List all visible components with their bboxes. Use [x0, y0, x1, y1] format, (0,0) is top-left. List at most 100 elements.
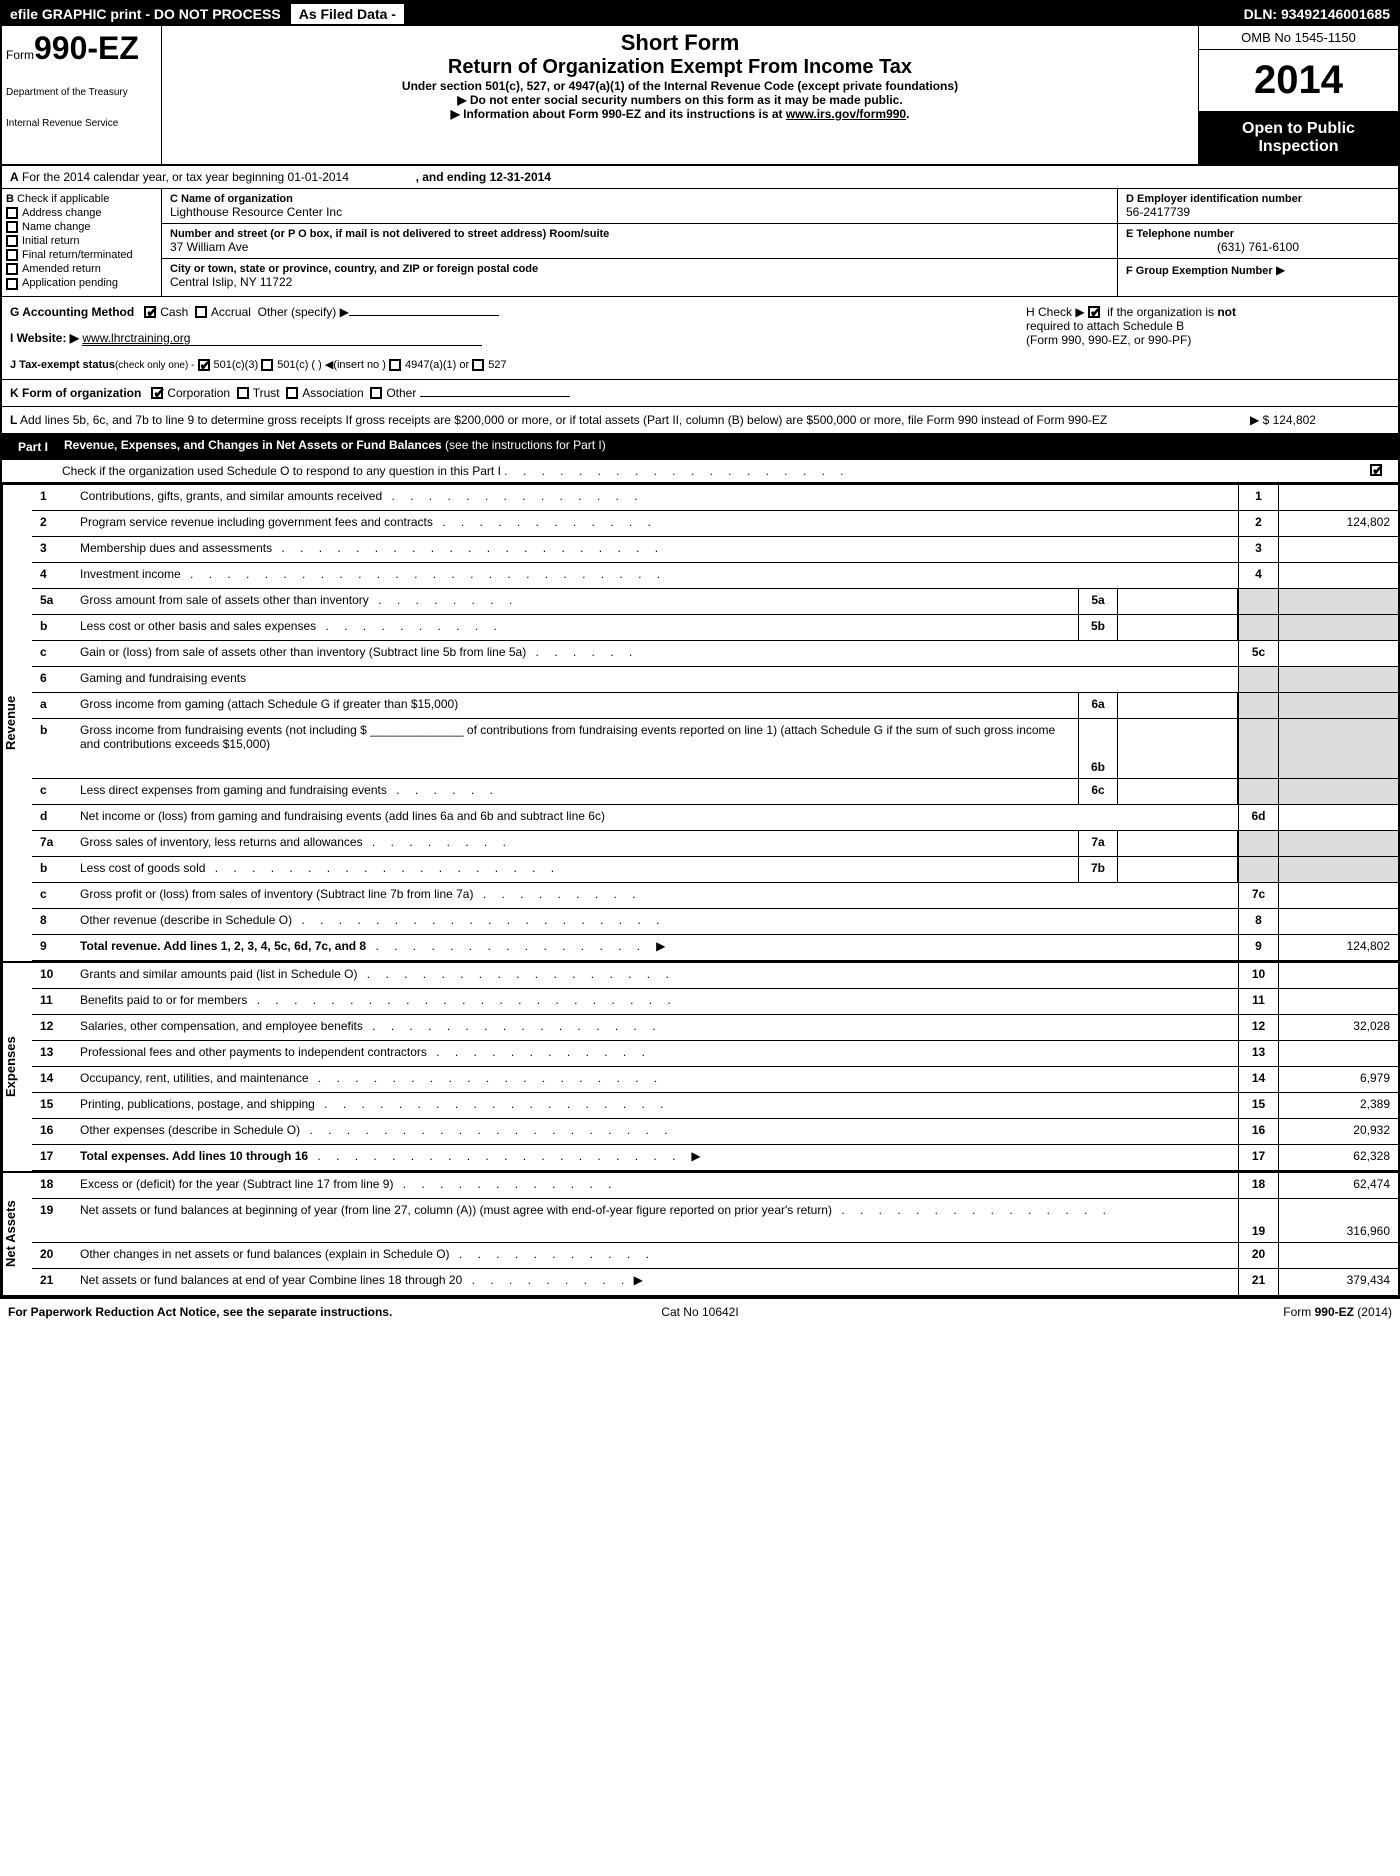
line-6b: bGross income from fundraising events (n… — [32, 719, 1398, 779]
form-prefix: Form — [6, 48, 34, 62]
end-val — [1278, 563, 1398, 588]
end-num: 2 — [1238, 511, 1278, 536]
dots: . . . . . . . . . . . . . . . . . . . . … — [272, 541, 664, 555]
line-num: b — [32, 615, 72, 640]
dots: . . . . . . . . . . . . . . . — [366, 939, 646, 953]
phone-value: (631) 761-6100 — [1126, 240, 1390, 254]
sec-b-text: Check if applicable — [17, 193, 109, 205]
mid-num: 5a — [1078, 589, 1118, 614]
end-num: 9 — [1238, 935, 1278, 960]
checkbox-trust[interactable] — [237, 387, 249, 399]
line-6: 6Gaming and fundraising events — [32, 667, 1398, 693]
row-a-text: For the 2014 calendar year, or tax year … — [22, 170, 349, 184]
website-link[interactable]: www.lhrctraining.org — [82, 331, 482, 346]
opt-other: Other — [386, 386, 416, 400]
dots: . . . . . . . . . . . . — [393, 1177, 617, 1191]
desc-text: Gain or (loss) from sale of assets other… — [80, 645, 526, 659]
line-desc: Other revenue (describe in Schedule O) .… — [72, 909, 1238, 934]
cb-label: Application pending — [22, 277, 118, 289]
end-num — [1238, 693, 1278, 718]
end-num: 11 — [1238, 989, 1278, 1014]
dots: . . . . . . . . . — [473, 887, 641, 901]
checkbox-icon[interactable] — [6, 278, 18, 290]
line-num: c — [32, 883, 72, 908]
group-exemption-block: F Group Exemption Number ▶ — [1118, 259, 1398, 281]
line-2: 2 Program service revenue including gover… — [32, 511, 1398, 537]
line-14: 14Occupancy, rent, utilities, and mainte… — [32, 1067, 1398, 1093]
checkbox-association[interactable] — [286, 387, 298, 399]
sec-h-text1: H Check ▶ — [1026, 305, 1085, 319]
other-field[interactable] — [349, 315, 499, 316]
dots: . . . . . . . . . . . . . . . . . . . . — [300, 1123, 673, 1137]
revenue-side-label: Revenue — [2, 485, 32, 961]
irs-link[interactable]: www.irs.gov/form990 — [786, 107, 906, 121]
sec-i: I Website: ▶ www.lhrctraining.org — [10, 331, 1010, 346]
end-num — [1238, 615, 1278, 640]
sec-k-label: K Form of organization — [10, 386, 141, 400]
end-num: 19 — [1238, 1199, 1278, 1242]
checkbox-501c[interactable] — [261, 359, 273, 371]
line-num: 2 — [32, 511, 72, 536]
revenue-body: 1Contributions, gifts, grants, and simil… — [32, 485, 1398, 961]
line-num: 19 — [32, 1199, 72, 1242]
desc-text: Benefits paid to or for members — [80, 993, 247, 1007]
gh-left: G Accounting Method Cash Accrual Other (… — [2, 297, 1018, 379]
checkbox-4947[interactable] — [389, 359, 401, 371]
line-desc: Total revenue. Add lines 1, 2, 3, 4, 5c,… — [72, 935, 1238, 960]
end-num: 4 — [1238, 563, 1278, 588]
checkbox-icon[interactable] — [6, 263, 18, 275]
footer-right-form: 990-EZ — [1315, 1305, 1354, 1319]
line-desc: Professional fees and other payments to … — [72, 1041, 1238, 1066]
line-desc: Salaries, other compensation, and employ… — [72, 1015, 1238, 1040]
line-desc: Net assets or fund balances at beginning… — [72, 1199, 1238, 1242]
line-desc: Benefits paid to or for members . . . . … — [72, 989, 1238, 1014]
city-label: City or town, state or province, country… — [170, 263, 1109, 275]
dots: . . . . . . — [526, 645, 638, 659]
checkbox-icon[interactable] — [6, 235, 18, 247]
end-val — [1278, 667, 1398, 692]
short-form-title: Short Form — [170, 30, 1190, 56]
end-val — [1278, 485, 1398, 510]
line-desc: Other changes in net assets or fund bala… — [72, 1243, 1238, 1268]
desc-text: Program service revenue including govern… — [80, 515, 433, 529]
mid-num: 7a — [1078, 831, 1118, 856]
checkbox-icon[interactable] — [6, 221, 18, 233]
cb-label: Final return/terminated — [22, 249, 133, 261]
line-18: 18Excess or (deficit) for the year (Subt… — [32, 1173, 1398, 1199]
dots: . . . . . . . . . . . . . . . . . . . . — [292, 913, 665, 927]
ein-block: D Employer identification number 56-2417… — [1118, 189, 1398, 224]
line-16: 16Other expenses (describe in Schedule O… — [32, 1119, 1398, 1145]
notice-ssn: ▶ Do not enter social security numbers o… — [170, 93, 1190, 107]
checkbox-corporation[interactable] — [151, 387, 163, 399]
line-num: 20 — [32, 1243, 72, 1268]
sec-i-label: I Website: ▶ — [10, 331, 79, 345]
sec-h-text2: if the organization is — [1107, 305, 1217, 319]
checkbox-527[interactable] — [472, 359, 484, 371]
end-num — [1238, 779, 1278, 804]
end-num: 18 — [1238, 1173, 1278, 1198]
city-block: City or town, state or province, country… — [162, 259, 1117, 293]
checkbox-schedule-o[interactable] — [1370, 464, 1382, 476]
checkbox-other[interactable] — [370, 387, 382, 399]
cb-label: Initial return — [22, 235, 79, 247]
checkbox-cash[interactable] — [144, 306, 156, 318]
end-num: 13 — [1238, 1041, 1278, 1066]
line-3: 3Membership dues and assessments . . . .… — [32, 537, 1398, 563]
expenses-section: Expenses 10Grants and similar amounts pa… — [2, 961, 1398, 1171]
checkbox-schedule-b[interactable] — [1088, 306, 1100, 318]
netassets-body: 18Excess or (deficit) for the year (Subt… — [32, 1173, 1398, 1295]
checkbox-501c3[interactable] — [198, 359, 210, 371]
other-org-field[interactable] — [420, 396, 570, 397]
checkbox-accrual[interactable] — [195, 306, 207, 318]
section-b: B Check if applicable Address change Nam… — [2, 189, 162, 296]
line-6d: dNet income or (loss) from gaming and fu… — [32, 805, 1398, 831]
checkbox-icon[interactable] — [6, 207, 18, 219]
cash-label: Cash — [160, 305, 188, 319]
end-val: 62,474 — [1278, 1173, 1398, 1198]
line-num: 18 — [32, 1173, 72, 1198]
checkbox-icon[interactable] — [6, 249, 18, 261]
line-num: b — [32, 857, 72, 882]
line-desc: Net assets or fund balances at end of ye… — [72, 1269, 1238, 1295]
line-desc: Excess or (deficit) for the year (Subtra… — [72, 1173, 1238, 1198]
sec-h-text3: required to attach Schedule B — [1026, 319, 1390, 333]
